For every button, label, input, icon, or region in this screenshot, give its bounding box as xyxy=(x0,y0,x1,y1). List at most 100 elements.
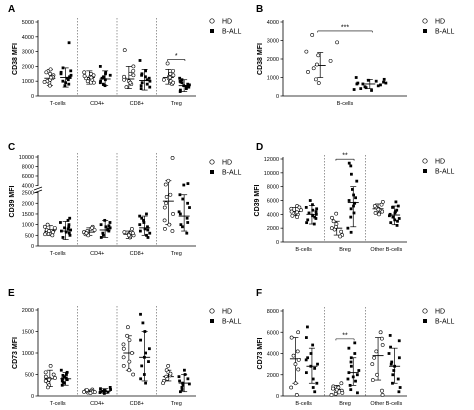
data-point-b-all xyxy=(311,377,315,381)
data-point-b-all xyxy=(351,375,355,379)
y-tick-label: 10000 xyxy=(19,155,34,161)
data-point-b-all xyxy=(304,336,308,339)
data-point-b-all xyxy=(388,212,392,216)
data-point-b-all xyxy=(184,87,188,90)
data-point-b-all xyxy=(61,380,65,384)
y-tick-label: 4000 xyxy=(267,212,279,218)
data-point-b-all xyxy=(140,364,144,368)
data-point-b-all xyxy=(183,373,187,376)
category-label: CD4+ xyxy=(90,101,104,107)
data-point-b-all xyxy=(312,222,316,226)
data-point-hd xyxy=(53,376,57,380)
panel-c: C 0 500 1000 1500 2000 2500 4000 6000 8000 10000 CD… xyxy=(8,142,242,257)
data-point-hd xyxy=(51,372,56,377)
data-point-hd xyxy=(328,58,333,63)
legend-marker-hd xyxy=(422,308,428,314)
data-point-b-all xyxy=(59,72,63,76)
data-point-b-all xyxy=(311,214,314,218)
data-point-b-all xyxy=(354,196,357,200)
data-point-b-all xyxy=(355,179,359,183)
data-point-b-all xyxy=(101,76,105,79)
data-point-b-all xyxy=(352,193,356,197)
data-point-b-all xyxy=(304,371,308,375)
legend-label: HD xyxy=(435,309,445,316)
y-tick-label: 1000 xyxy=(267,76,279,82)
category-label: B-cells xyxy=(337,101,354,107)
data-point-hd xyxy=(299,208,304,213)
data-point-b-all xyxy=(181,381,184,385)
y-tick-label: 2000 xyxy=(267,373,279,379)
data-point-b-all xyxy=(181,383,185,387)
data-point-b-all xyxy=(379,83,382,87)
legend-marker-hd xyxy=(422,158,428,164)
data-point-b-all xyxy=(148,231,152,235)
y-tick-label: 4000 xyxy=(267,20,279,26)
data-point-hd xyxy=(315,62,319,67)
data-point-b-all xyxy=(349,207,353,211)
category-label: Breg xyxy=(339,401,351,407)
data-point-hd xyxy=(124,85,129,90)
legend-marker-b-all xyxy=(423,169,427,173)
data-point-b-all xyxy=(148,85,152,89)
data-point-b-all xyxy=(396,219,399,223)
data-point-b-all xyxy=(101,231,105,235)
legend-marker-hd xyxy=(209,159,215,165)
data-point-b-all xyxy=(146,228,150,232)
legend-marker-b-all xyxy=(423,319,427,323)
significance-label: * xyxy=(175,53,178,60)
data-point-hd xyxy=(377,212,381,217)
data-point-b-all xyxy=(64,376,68,380)
legend-label: HD xyxy=(222,309,232,316)
data-point-b-all xyxy=(349,230,353,234)
data-point-b-all xyxy=(352,204,355,208)
data-point-b-all xyxy=(67,231,71,235)
y-tick-label: 2000 xyxy=(267,57,279,63)
data-point-hd xyxy=(170,229,175,233)
data-point-b-all xyxy=(392,369,396,372)
y-tick-label: 500 xyxy=(25,233,34,239)
data-point-b-all xyxy=(144,351,147,355)
data-point-b-all xyxy=(179,390,182,394)
data-point-b-all xyxy=(139,312,142,316)
panel-label: E xyxy=(8,288,15,299)
data-point-b-all xyxy=(141,321,145,325)
legend-label: B-ALL xyxy=(222,29,242,36)
data-point-b-all xyxy=(98,391,102,394)
data-point-hd xyxy=(380,343,385,347)
data-point-hd xyxy=(130,351,134,355)
data-point-hd xyxy=(52,225,57,230)
data-point-b-all xyxy=(347,161,351,165)
legend-marker-b-all xyxy=(210,319,214,323)
y-tick-label: 1000 xyxy=(22,223,34,229)
data-point-hd xyxy=(47,83,52,88)
data-point-b-all xyxy=(139,377,143,381)
data-point-b-all xyxy=(67,225,71,229)
data-point-hd xyxy=(330,215,334,220)
panel-label: C xyxy=(8,142,15,153)
data-point-hd xyxy=(335,40,339,45)
data-point-b-all xyxy=(314,210,318,213)
data-point-b-all xyxy=(69,73,73,77)
data-point-b-all xyxy=(183,368,186,372)
data-point-b-all xyxy=(390,360,394,364)
data-point-b-all xyxy=(370,89,373,92)
category-label: CD8+ xyxy=(130,101,144,107)
data-point-b-all xyxy=(315,207,319,211)
data-point-hd xyxy=(127,338,132,343)
data-point-hd xyxy=(84,231,89,236)
data-point-hd xyxy=(121,342,126,347)
data-point-hd xyxy=(333,391,338,396)
data-point-hd xyxy=(131,372,136,377)
panel-label: D xyxy=(256,142,263,153)
data-point-hd xyxy=(336,385,341,390)
data-point-b-all xyxy=(61,377,64,381)
data-point-hd xyxy=(290,213,295,218)
data-point-b-all xyxy=(311,203,314,207)
data-point-b-all xyxy=(394,210,397,213)
data-point-b-all xyxy=(180,388,184,391)
y-tick-label: 0 xyxy=(276,240,279,246)
data-point-hd xyxy=(163,182,168,187)
data-point-hd xyxy=(372,355,377,360)
data-point-b-all xyxy=(180,81,184,85)
legend-label: HD xyxy=(435,19,445,26)
